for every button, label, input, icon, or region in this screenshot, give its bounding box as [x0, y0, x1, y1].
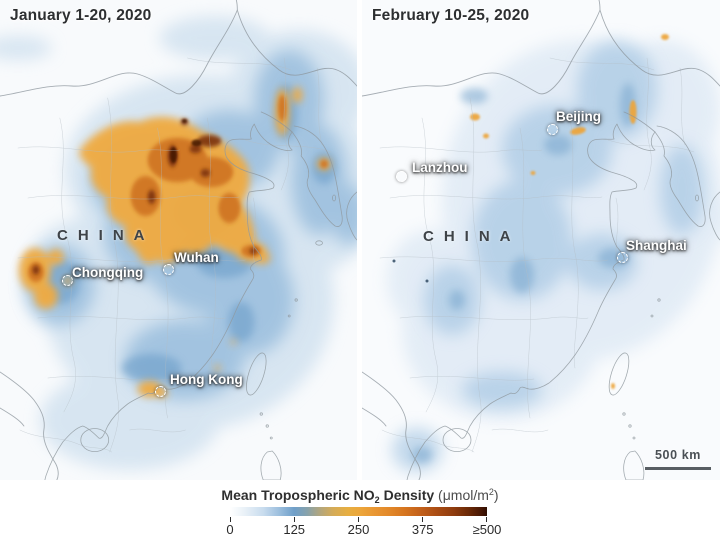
legend-tick-375	[421, 517, 424, 522]
legend-tick-125	[293, 517, 295, 522]
city-label-wuhan: Wuhan	[174, 250, 219, 265]
map-panel-february: February 10-25, 2020 CHINA Lanzhou Beiji…	[362, 0, 720, 480]
map-title-february: February 10-25, 2020	[372, 7, 530, 24]
city-label-chongqing: Chongqing	[72, 265, 144, 280]
city-label-lanzhou: Lanzhou	[412, 160, 468, 175]
city-dark-dots	[392, 259, 429, 283]
no2-maroon-hotspots	[170, 119, 202, 163]
legend-units-superscript: 2	[488, 487, 494, 497]
legend-title-subscript: 2	[374, 495, 380, 505]
legend-label-500: ≥500	[472, 522, 502, 537]
city-marker-chongqing	[62, 275, 73, 286]
map-title-january: January 1-20, 2020	[10, 7, 152, 24]
country-label-china-left: CHINA	[57, 227, 155, 244]
scale-bar-label: 500 km	[655, 448, 701, 462]
legend-title: Mean Tropospheric NO2 Density (μmol/m2)	[0, 487, 720, 505]
legend-units-text: (μmol/m	[438, 487, 489, 503]
city-label-shanghai: Shanghai	[626, 238, 687, 253]
city-marker-hong-kong	[155, 386, 166, 397]
map-february-art	[362, 0, 720, 480]
legend-title-text: Mean Tropospheric NO	[221, 487, 375, 503]
city-label-beijing: Beijing	[556, 109, 602, 124]
country-label-china-right: CHINA	[423, 228, 521, 245]
legend-label-250: 250	[347, 522, 370, 537]
legend-tick-0	[229, 517, 231, 522]
legend-title-text2: Density	[379, 487, 435, 503]
no2-orange-spots	[470, 34, 669, 389]
legend-units-text2: )	[493, 487, 499, 503]
city-label-hong-kong: Hong Kong	[170, 372, 243, 387]
scale-bar-line	[645, 467, 711, 470]
city-marker-shanghai	[617, 252, 628, 263]
city-marker-lanzhou	[396, 171, 407, 182]
legend: Mean Tropospheric NO2 Density (μmol/m2) …	[0, 480, 720, 545]
legend-label-125: 125	[283, 522, 306, 537]
legend-tick-500	[486, 517, 488, 522]
legend-tick-250	[357, 517, 360, 522]
legend-colorbar	[230, 507, 487, 516]
map-january-art	[0, 0, 357, 480]
city-marker-beijing	[547, 124, 558, 135]
legend-label-375: 375	[411, 522, 434, 537]
map-panel-january: January 1-20, 2020 CHINA Chongqing Wuhan…	[0, 0, 357, 480]
city-marker-wuhan	[163, 264, 174, 275]
legend-label-0: 0	[226, 522, 234, 537]
